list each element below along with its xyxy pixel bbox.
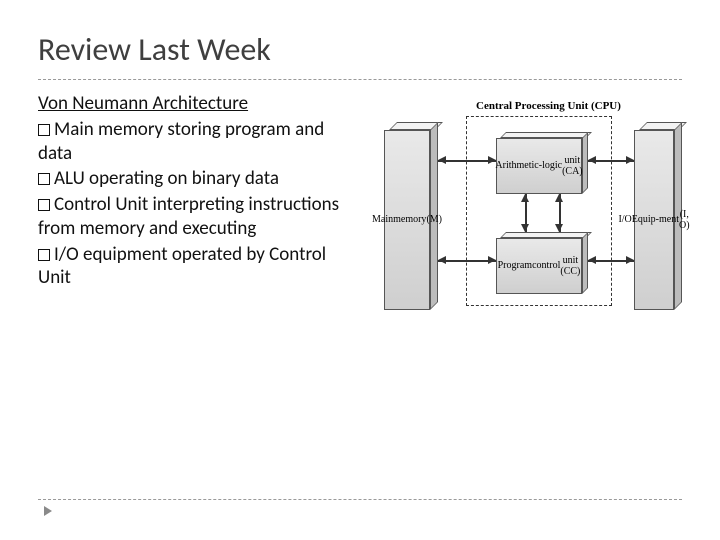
bullet-4: I/O equipment operated by Control Unit — [38, 243, 358, 291]
content-row: Von Neumann Architecture Main memory sto… — [38, 92, 682, 352]
text-column: Von Neumann Architecture Main memory sto… — [38, 92, 358, 352]
block-alu: Arithmetic-logicunit (CA) — [496, 132, 588, 194]
bullet-1: Main memory storing program and data — [38, 118, 358, 166]
bullet-text: I/O equipment operated by Control Unit — [38, 243, 326, 290]
bullet-3: Control Unit interpreting instructions f… — [38, 193, 358, 241]
square-icon — [38, 173, 50, 185]
square-icon — [38, 249, 50, 261]
bullet-text: Main memory storing program and data — [38, 118, 324, 165]
divider-bottom — [38, 499, 682, 500]
block-cc: Programcontrolunit (CC) — [496, 232, 588, 294]
slide-title: Review Last Week — [38, 30, 682, 69]
divider-top — [38, 79, 682, 80]
cpu-label: Central Processing Unit (CPU) — [476, 100, 621, 112]
block-mem: Mainmemory(M) — [384, 122, 438, 310]
block-io: I/OEquip-ment(I, O) — [634, 122, 682, 310]
bullet-text: ALU operating on binary data — [54, 167, 279, 190]
footer-play-icon — [44, 506, 52, 516]
bullet-2: ALU operating on binary data — [38, 167, 358, 191]
square-icon — [38, 124, 50, 136]
bullet-text: Control Unit interpreting instructions f… — [38, 193, 339, 240]
architecture-diagram: Central Processing Unit (CPU) Mainmemory(… — [376, 92, 682, 352]
slide: Review Last Week Von Neumann Architectur… — [0, 0, 720, 540]
square-icon — [38, 199, 50, 211]
section-heading: Von Neumann Architecture — [38, 92, 358, 116]
